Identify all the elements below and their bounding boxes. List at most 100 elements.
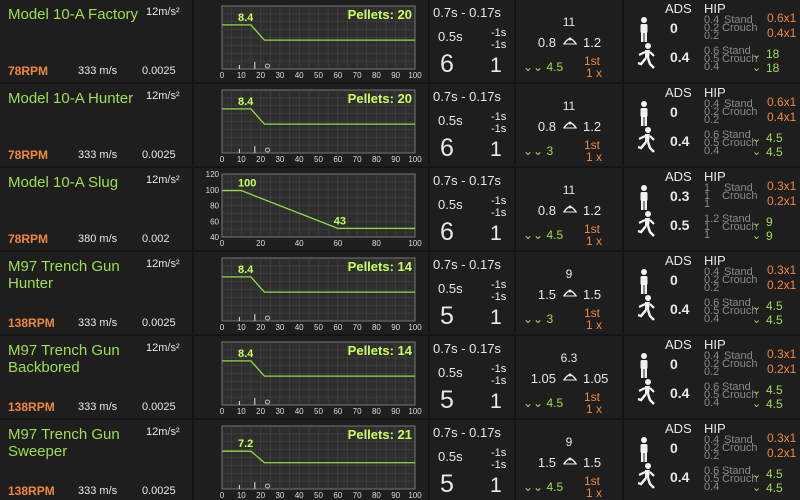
chart-grid [221,257,416,322]
recoil-vertical: ⌄⌄ 3 [523,144,554,158]
timing-cell: 0.7s - 0.17s 0.5s -1s -1s 5 1 [430,336,514,418]
x-axis-ticks: 0 10 20 30 40 50 60 70 80 90 100 [220,155,422,164]
hip-stand-multiplier: 0.3x1 [767,431,797,445]
ads-header: ADS [665,85,692,100]
recoil-first-shot: 1st [584,54,601,68]
hip-prone-value: 0.2 [704,114,720,126]
x-tick-label: 20 [256,491,265,500]
timing-negative-1: -1s [491,27,507,39]
move-prone-value: 0.4 [704,481,720,493]
falloff-marker [265,63,270,69]
chevron-down-icon: ⌄⌄ [523,144,544,158]
move-prone-spread: 4.5 [766,313,783,327]
damage-graph-cell: 0 10 20 30 40 50 60 70 80 90 100 Pellets: 14 8.4 [194,336,428,418]
velocity-value: 333 m/s [78,65,118,77]
hip-header: HIP [704,169,726,184]
recoil-multiplier: 1 x [586,66,603,80]
standing-person-icon [640,101,648,126]
damage-line [222,450,415,464]
rpm-value: 78RPM [8,148,49,162]
drop-value: 0.002 [142,233,170,245]
stand-label: Stand [724,182,753,194]
hip-header: HIP [704,337,726,352]
weapon-row[interactable]: M97 Trench Gun Backbored 12m/s² 138RPM 3… [0,336,800,420]
ads-header: ADS [665,253,692,268]
recoil-left: 1.5 [537,287,556,302]
drop-value: 0.0025 [142,317,176,329]
x-tick-label: 0 [220,407,225,416]
stand-label: Stand [722,129,751,141]
weapon-row[interactable]: Model 10-A Hunter 12m/s² 78RPM 333 m/s 0… [0,84,800,168]
recoil-first-shot: 1st [584,222,601,236]
timing-cell: 0.7s - 0.17s 0.5s -1s -1s 5 1 [430,252,514,334]
acceleration-value: 12m/s² [146,342,180,354]
acceleration-value: 12m/s² [146,174,180,186]
ads-move-value: 0.4 [670,49,690,65]
recoil-vertical: ⌄⌄ 4.5 [523,480,564,494]
hip-crouch-multiplier: 0.2x1 [767,446,797,460]
weapon-row[interactable]: Model 10-A Factory 12m/s² 78RPM 333 m/s … [0,0,800,84]
stand-label: Stand [722,213,751,225]
hip-header: HIP [704,85,726,100]
damage-series [222,24,415,69]
x-axis-ticks: 0 10 20 30 40 50 60 70 80 90 100 [220,491,422,500]
hip-crouch-value: 0.2 [704,22,720,34]
y-tick-label: 100 [206,186,220,195]
x-tick-label: 10 [237,323,246,332]
chart-grid [221,173,416,238]
hip-crouch-multiplier: 0.2x1 [767,362,797,376]
move-prone-value: 0.4 [704,397,720,409]
running-person-icon [637,295,655,321]
hip-crouch-multiplier: 0.2x1 [767,194,797,208]
timing-negative-1: -1s [491,363,507,375]
hip-stand-multiplier: 0.3x1 [767,347,797,361]
recoil-left: 0.8 [537,119,556,134]
velocity-value: 333 m/s [78,317,118,329]
value-label: 8.4 [238,12,254,24]
chart-labels: Pellets: 14 8.4 [238,343,413,360]
hip-crouch-value: 1 [704,190,711,202]
range-marker [238,482,256,489]
ads-header: ADS [665,421,692,436]
hip-crouch-multiplier: 0.2x1 [767,278,797,292]
velocity-value: 333 m/s [78,485,118,497]
hip-stand-value: 0.4 [704,98,720,110]
rpm-value: 138RPM [8,400,55,414]
recoil-right: 1.2 [583,203,602,218]
x-tick-label: 10 [237,155,246,164]
weapon-row[interactable]: M97 Trench Gun Hunter 12m/s² 138RPM 333 … [0,252,800,336]
x-tick-label: 70 [353,323,362,332]
weapon-row[interactable]: M97 Trench Gun Sweeper 12m/s² 138RPM 333… [0,420,800,500]
y-axis-ticks: 120 100 80 60 40 [206,170,220,242]
spread-cell: ADS HIP 0 0.4 0.4 0.2 0.2 0.6 0.5 0.4 St [624,0,800,82]
damage-series [222,276,415,321]
weapon-name: M97 Trench Gun Sweeper [8,426,120,460]
hip-prone-value: 0.2 [704,450,720,462]
x-tick-label: 10 [237,407,246,416]
weapon-name: Model 10-A Hunter [8,90,134,107]
recoil-multiplier: 1 x [586,150,603,164]
x-tick-label: 90 [391,71,400,80]
hip-stand-value: 0.4 [704,350,720,362]
x-tick-label: 60 [333,323,342,332]
hip-stand-value: 0.4 [704,266,720,278]
timing-short: 0.5s [438,281,463,296]
weapon-row[interactable]: Model 10-A Slug 12m/s² 78RPM 380 m/s 0.0… [0,168,800,252]
shots-to-kill: 6 [440,134,454,162]
recoil-icon [563,289,577,297]
damage-chart: 0 10 20 30 40 50 60 70 80 90 100 Pellets: 20 8.4 [220,89,422,164]
damage-series [222,360,415,405]
ads-move-value: 0.4 [670,469,690,485]
weapon-name: Model 10-A Slug [8,174,119,191]
stand-label: Stand [722,45,751,57]
damage-series [222,108,415,153]
running-person-icon [637,379,655,405]
x-tick-label: 50 [314,155,323,164]
hip-header: HIP [704,1,726,16]
stand-label: Stand [724,266,753,278]
x-tick-label: 0 [220,239,225,248]
chevron-down-icon: ⌄⌄ [523,396,544,410]
chart-labels: Pellets: 14 8.4 [238,259,413,276]
shots-secondary: 1 [490,54,502,77]
